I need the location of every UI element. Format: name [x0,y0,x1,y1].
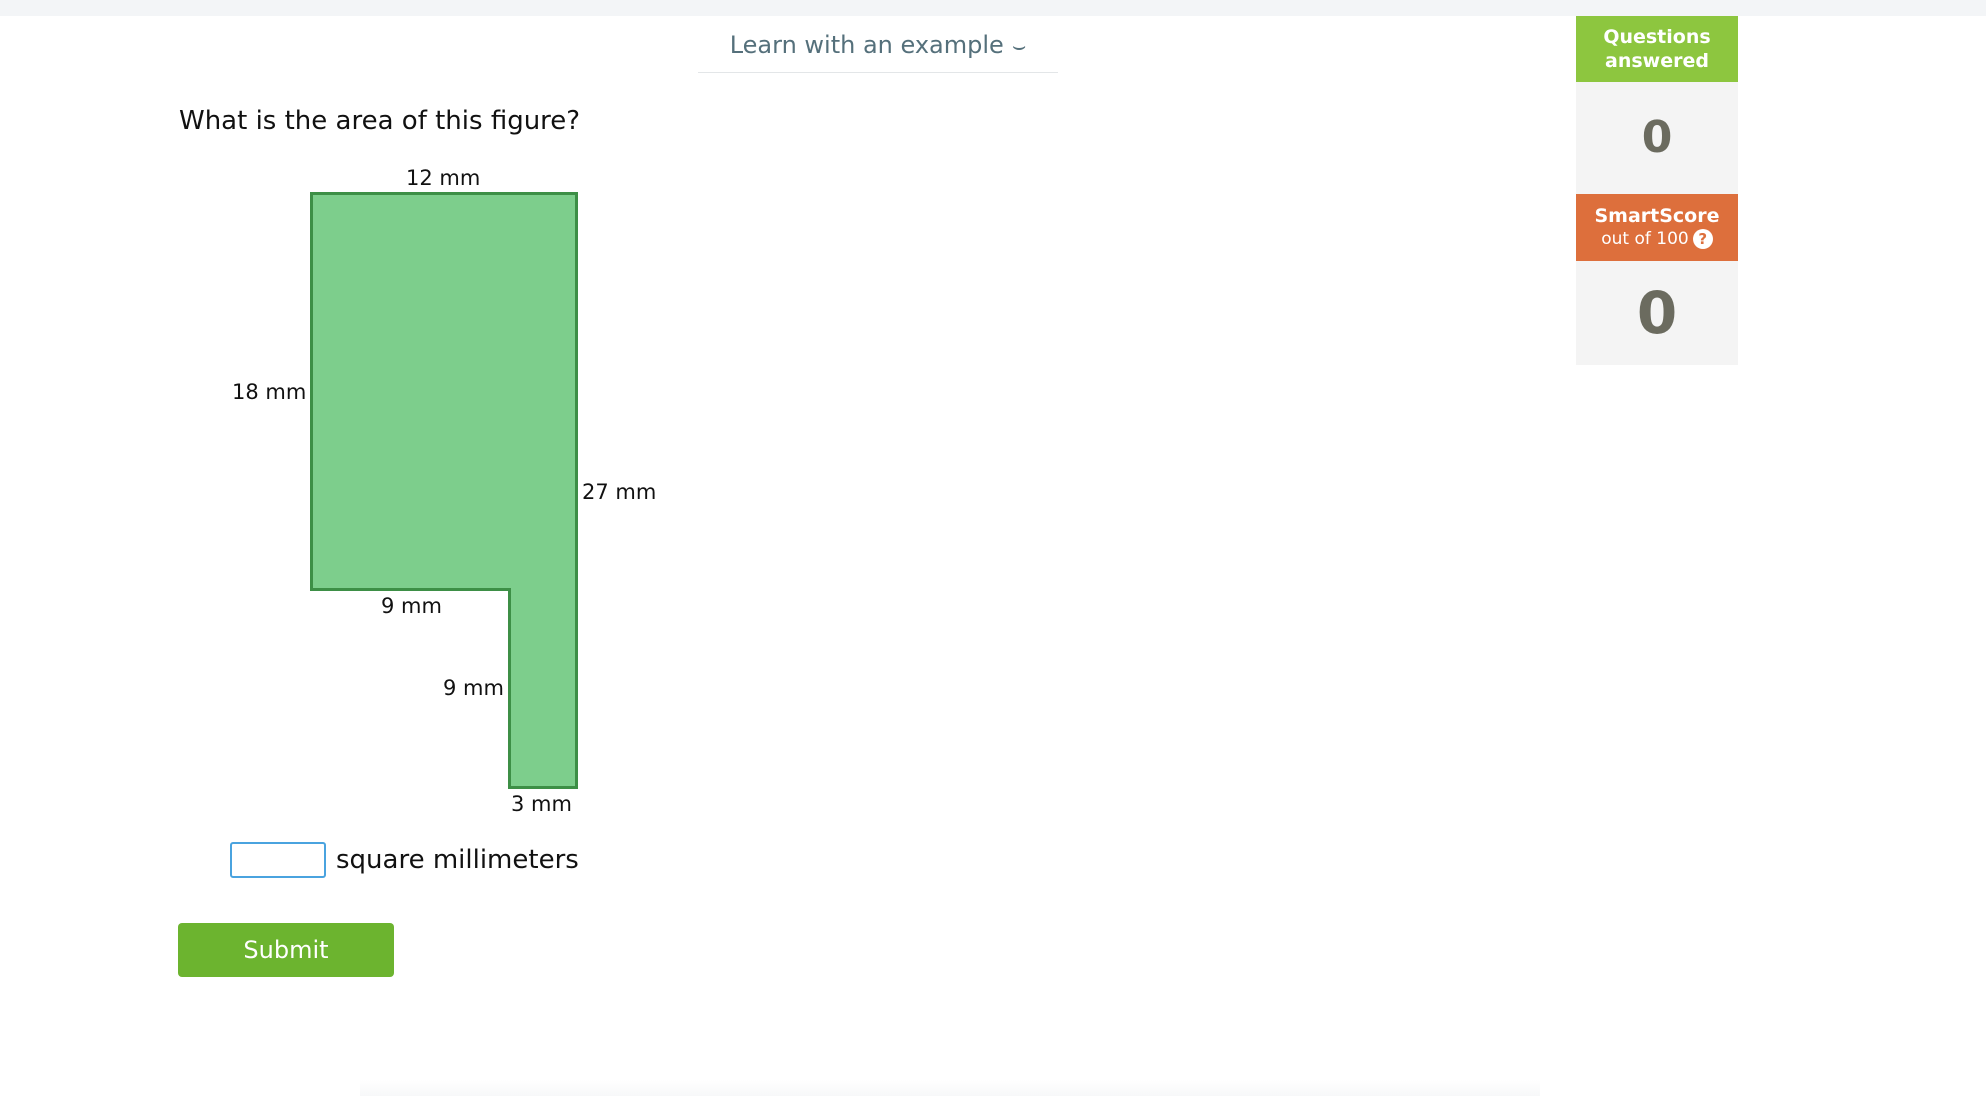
question-text: What is the area of this figure? [179,106,581,136]
figure-shape [310,192,578,789]
label-left: 18 mm [232,380,307,404]
label-inner-vertical: 9 mm [443,676,504,700]
area-figure [310,192,578,789]
answer-row: square millimeters [230,842,579,878]
chevron-down-icon: ⌣ [1011,34,1027,59]
top-strip [0,0,1986,16]
score-panel: Questions answered 0 SmartScore out of 1… [1576,16,1738,365]
smartscore-header: SmartScore out of 100? [1576,194,1738,261]
label-bottom: 3 mm [511,792,572,816]
label-right: 27 mm [582,480,657,504]
smartscore-subtitle: out of 100 [1601,229,1689,249]
smartscore-value: 0 [1576,261,1738,365]
answer-unit: square millimeters [336,845,579,875]
learn-with-example-label: Learn with an example [729,31,1004,59]
questions-answered-label: Questions answered [1603,26,1711,72]
question-circle-icon[interactable]: ? [1692,229,1713,249]
questions-answered-value: 0 [1576,82,1738,194]
label-inner-horizontal: 9 mm [381,594,442,618]
smartscore-subtitle-row: out of 100? [1576,227,1738,251]
smartscore-title: SmartScore [1594,205,1720,227]
label-top: 12 mm [406,166,481,190]
bottom-shadow [360,1080,1540,1096]
questions-answered-header: Questions answered [1576,16,1738,82]
submit-button[interactable]: Submit [178,923,394,977]
learn-with-example-toggle[interactable]: Learn with an example ⌣ [698,24,1058,73]
answer-input[interactable] [230,842,326,878]
